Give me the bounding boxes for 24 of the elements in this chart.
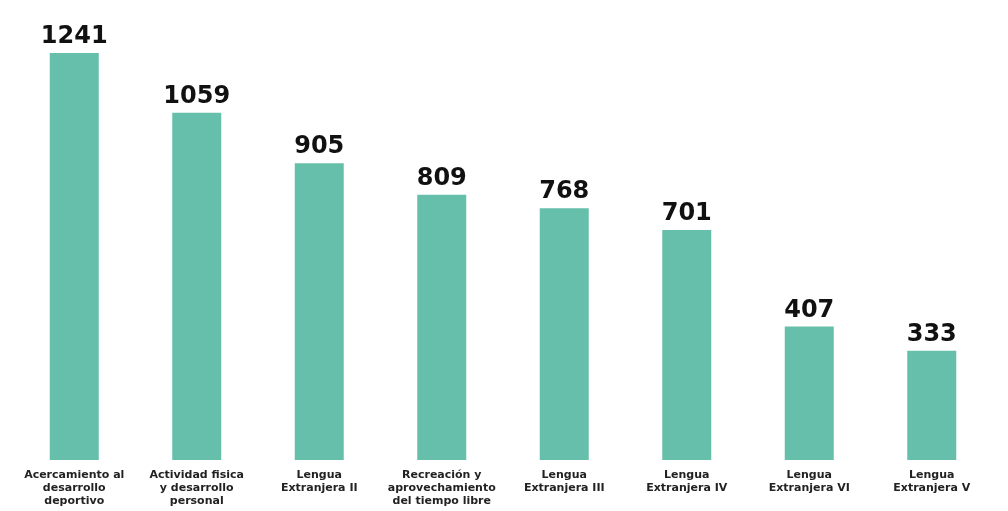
data-label: 1059 xyxy=(163,80,231,109)
x-tick-label: Lengua Extranjera II xyxy=(280,468,358,494)
x-tick-label: Actividad fisica y desarrollo personal xyxy=(149,468,244,507)
x-tick-label: Acercamiento al desarrollo deportivo xyxy=(24,468,125,507)
data-label: 701 xyxy=(661,198,712,227)
bar xyxy=(539,208,589,460)
data-label: 333 xyxy=(906,318,957,347)
x-tick-label: Lengua Extranjera IV xyxy=(646,468,728,494)
bar xyxy=(49,53,99,460)
x-tick-label: Lengua Extranjera V xyxy=(893,468,971,494)
x-tick-label: Lengua Extranjera III xyxy=(523,468,605,494)
data-label: 407 xyxy=(784,294,835,323)
bar xyxy=(907,350,957,460)
data-label: 809 xyxy=(416,162,467,191)
data-label: 1241 xyxy=(40,21,108,49)
bar xyxy=(294,163,344,460)
x-tick-label: Recreación y aprovechamiento del tiempo libre xyxy=(387,468,497,507)
data-label: 768 xyxy=(539,176,590,205)
data-label: 905 xyxy=(294,131,345,160)
bar xyxy=(662,230,712,460)
bar xyxy=(172,112,222,460)
bar xyxy=(417,194,467,460)
x-tick-label: Lengua Extranjera VI xyxy=(768,468,850,494)
bar xyxy=(784,326,834,460)
